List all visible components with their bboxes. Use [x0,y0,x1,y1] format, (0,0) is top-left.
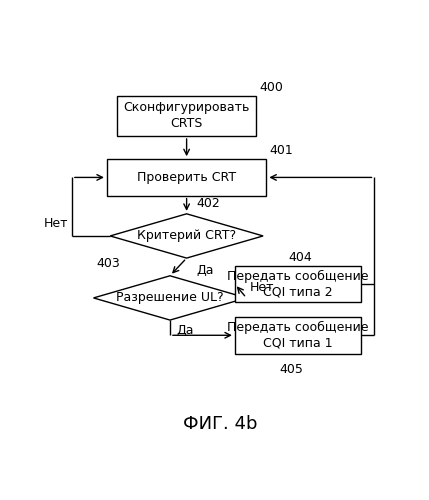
Text: ФИГ. 4b: ФИГ. 4b [183,415,257,433]
Polygon shape [94,276,246,320]
Text: 404: 404 [288,251,312,264]
Text: 401: 401 [270,144,293,157]
Text: 400: 400 [260,80,284,94]
Text: Проверить CRT: Проверить CRT [137,171,236,184]
Text: Нет: Нет [250,281,274,294]
Text: Нет: Нет [44,217,69,230]
Text: Сконфигурировать
CRTS: Сконфигурировать CRTS [124,102,250,130]
Text: Передать сообщение
CQI типа 1: Передать сообщение CQI типа 1 [227,320,369,350]
Text: Критерий CRT?: Критерий CRT? [137,230,236,242]
Text: Да: Да [196,264,214,277]
FancyBboxPatch shape [235,317,361,354]
Text: 402: 402 [196,197,221,210]
Text: 405: 405 [279,363,303,376]
FancyBboxPatch shape [107,159,266,196]
Text: Разрешение UL?: Разрешение UL? [116,292,224,304]
Text: 403: 403 [97,257,121,270]
Text: Да: Да [177,324,194,337]
Polygon shape [110,214,263,258]
FancyBboxPatch shape [235,266,361,302]
Text: Передать сообщение
CQI типа 2: Передать сообщение CQI типа 2 [227,270,369,298]
FancyBboxPatch shape [117,96,257,136]
